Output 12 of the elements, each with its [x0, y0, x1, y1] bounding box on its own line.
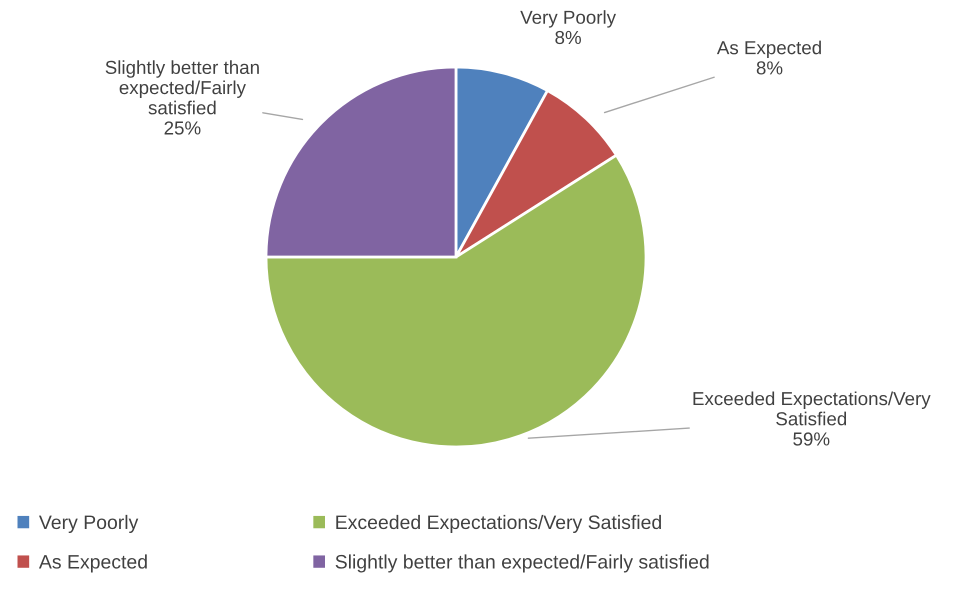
slice-label: Slightly better than expected/Fairly satisfied	[106, 60, 259, 114]
legend-label: Slightly better than expected/Fairly satisfied	[336, 554, 708, 572]
slice-label: Very Poorly	[520, 10, 616, 28]
slice-label: Exceeded Expectations/Very Satisfied	[694, 391, 931, 426]
legend-label: Very Poorly	[38, 514, 138, 533]
slice-label: As Expected	[716, 40, 821, 58]
data-label: 8%	[555, 30, 581, 44]
legend-label: As Expected	[38, 554, 147, 572]
data-label: 25%	[164, 121, 200, 135]
data-label: 8%	[756, 61, 782, 75]
data-label: 59%	[793, 432, 830, 446]
legend-label: Exceeded Expectations/Very Satisfied	[336, 514, 661, 533]
